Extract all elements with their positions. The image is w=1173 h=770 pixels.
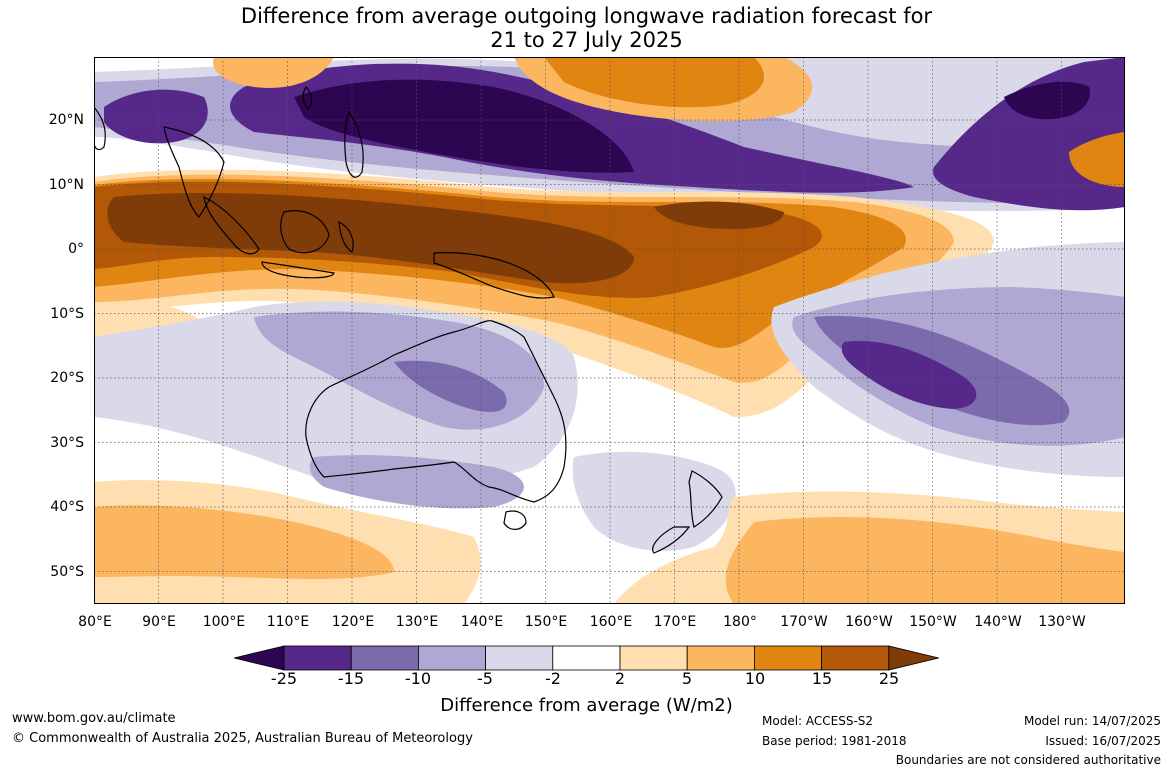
legend-swatch [552, 645, 621, 671]
lon-label-110e: 110°E [266, 614, 310, 630]
new-zealand-south-island [652, 526, 691, 554]
lat-label-30s: 30°S [50, 435, 84, 451]
copyright-text: © Commonwealth of Australia 2025, Austra… [12, 731, 473, 746]
lat-label-10s: 10°S [50, 306, 84, 322]
lon-label-180: 180° [723, 614, 757, 630]
legend-tick-minus15: -15 [337, 669, 365, 688]
legend-swatch [619, 645, 688, 671]
legend-swatch [417, 645, 486, 671]
legend-tick-minus10: -10 [404, 669, 432, 688]
anomaly-region-southern-pacific-orange [725, 517, 1125, 604]
legend-swatch-extend-low [234, 645, 285, 671]
anomaly-region-southern-indian-orange [94, 505, 394, 580]
lon-label-150e: 150°E [524, 614, 568, 630]
title-line-2: 21 to 27 July 2025 [490, 28, 683, 52]
legend-tick-15: 15 [811, 669, 833, 688]
model-name: Model: ACCESS-S2 [762, 714, 874, 728]
philippines-coastline [344, 110, 364, 178]
legend-swatch [686, 645, 755, 671]
anomaly-region-hawaii-orange [1069, 132, 1125, 187]
new-guinea-coastline [433, 252, 555, 299]
legend-tick-2: 2 [614, 669, 626, 688]
anomaly-region-australia-darkpurple [394, 360, 507, 412]
taiwan-coastline [302, 86, 313, 110]
lon-label-160e: 160°E [589, 614, 633, 630]
model-run-date: Model run: 14/07/2025 [1023, 714, 1161, 728]
legend-swatch [821, 645, 890, 671]
legend-tick-minus25: -25 [270, 669, 298, 688]
lon-label-140w: 140°W [974, 614, 1022, 630]
website-link[interactable]: www.bom.gov.au/climate [12, 711, 176, 726]
lat-label-20n: 20°N [48, 112, 84, 128]
legend-tick-25: 25 [878, 669, 900, 688]
title-line-1: Difference from average outgoing longwav… [240, 4, 933, 28]
issued-date: Issued: 16/07/2025 [1045, 734, 1161, 748]
lon-label-170w: 170°W [780, 614, 828, 630]
sulawesi-coastline [338, 220, 354, 253]
legend-swatch [754, 645, 823, 671]
java-coastline [261, 261, 335, 279]
anomaly-region-bay-of-bengal-purple [104, 89, 208, 144]
lat-label-50s: 50°S [50, 564, 84, 580]
base-period: Base period: 1981-2018 [762, 734, 907, 748]
legend-swatch [485, 645, 554, 671]
lon-label-90e: 90°E [142, 614, 176, 630]
australia-coastline [305, 320, 567, 503]
lat-label-20s: 20°S [50, 370, 84, 386]
lat-label-0: 0° [68, 241, 84, 257]
anomaly-region-pacific-core [654, 201, 784, 229]
new-zealand-north-island [688, 470, 723, 528]
legend-colorbar [234, 645, 939, 671]
anomaly-region-north-darkorange [544, 57, 764, 108]
anomaly-region-east-pacific-core [1004, 81, 1090, 120]
tasmania-coastline [503, 510, 527, 530]
boundaries-disclaimer: Boundaries are not considered authoritat… [895, 753, 1161, 767]
legend-label: Difference from average (W/m2) [440, 695, 733, 716]
legend-swatch [283, 645, 352, 671]
graticule [94, 57, 1125, 604]
sumatra-coastline [203, 195, 260, 255]
chart-title: Difference from average outgoing longwav… [0, 4, 1173, 52]
anomaly-region-philippine-sea-core [294, 79, 634, 173]
lon-label-150w: 150°W [909, 614, 957, 630]
legend-tick-minus2: -2 [545, 669, 561, 688]
anomaly-region-south-china-orange [213, 57, 334, 88]
legend-swatch-extend-high [888, 645, 939, 671]
borneo-coastline [280, 210, 330, 254]
lon-label-120e: 120°E [331, 614, 375, 630]
indochina-coastline [163, 126, 225, 218]
lon-label-100e: 100°E [202, 614, 246, 630]
map-frame [94, 57, 1125, 604]
lon-label-170e: 170°E [653, 614, 697, 630]
anomaly-region-spcz-core [841, 341, 977, 409]
lon-label-130e: 130°E [395, 614, 439, 630]
lat-label-10n: 10°N [48, 177, 84, 193]
olr-anomaly-map [94, 57, 1125, 604]
lat-label-40s: 40°S [50, 499, 84, 515]
legend-swatch [350, 645, 419, 671]
lon-label-140e: 140°E [460, 614, 504, 630]
lon-label-160w: 160°W [845, 614, 893, 630]
lon-label-80e: 80°E [78, 614, 112, 630]
coastlines [94, 86, 723, 554]
map-canvas [94, 57, 1125, 604]
legend-tick-10: 10 [744, 669, 766, 688]
legend-tick-minus5: -5 [477, 669, 493, 688]
legend-tick-5: 5 [681, 669, 693, 688]
lon-label-130w: 130°W [1038, 614, 1086, 630]
